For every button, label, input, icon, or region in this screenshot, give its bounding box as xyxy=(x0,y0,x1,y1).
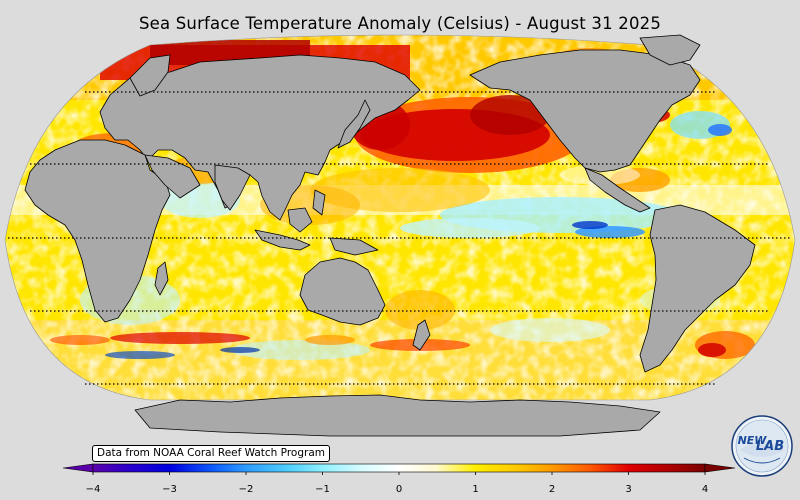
colorbar-tick-label: 4 xyxy=(701,484,709,495)
colorbar-tick-label: −4 xyxy=(85,484,101,495)
scandinavia-land xyxy=(129,54,171,97)
colorbar-tick-label: 1 xyxy=(472,484,479,495)
data-credit-label: Data from NOAA Coral Reef Watch Program xyxy=(92,445,330,462)
indonesia-land xyxy=(254,229,311,251)
new-zealand-land xyxy=(412,319,431,351)
greenland-land xyxy=(639,34,701,66)
latitude-gridlines xyxy=(8,91,792,385)
colorbar-gradient xyxy=(92,463,706,473)
arabia-land xyxy=(144,154,201,199)
india-land xyxy=(214,164,251,211)
central-america-land xyxy=(584,167,651,213)
colorbar-tick-label: −3 xyxy=(162,484,177,495)
south-america-land xyxy=(639,204,756,373)
logo-text-bottom: LAB xyxy=(756,439,784,454)
colorbar-max-extend xyxy=(704,463,736,473)
map-title: Sea Surface Temperature Anomaly (Celsius… xyxy=(138,14,662,33)
antarctica-land xyxy=(134,394,661,437)
philippines-land xyxy=(312,189,326,216)
colorbar-tick-label: −1 xyxy=(315,484,330,495)
nex-lab-logo: NEW LAB xyxy=(731,415,793,477)
colorbar-tick-label: 2 xyxy=(548,484,556,495)
japan-land xyxy=(337,99,371,149)
logo-text-top: NEW xyxy=(738,434,768,447)
eurasia-land xyxy=(99,54,421,221)
land-masses xyxy=(24,34,756,437)
colorbar-tick-label: 3 xyxy=(625,484,632,495)
colorbar-min-extend xyxy=(62,463,94,473)
borneo-land xyxy=(287,207,313,233)
north-america-land xyxy=(469,49,701,173)
colorbar xyxy=(62,463,736,475)
colorbar-tick-label: 0 xyxy=(395,484,403,495)
madagascar-land xyxy=(154,261,169,296)
new-guinea-land xyxy=(329,237,379,256)
colorbar-tick-label: −2 xyxy=(238,484,254,495)
